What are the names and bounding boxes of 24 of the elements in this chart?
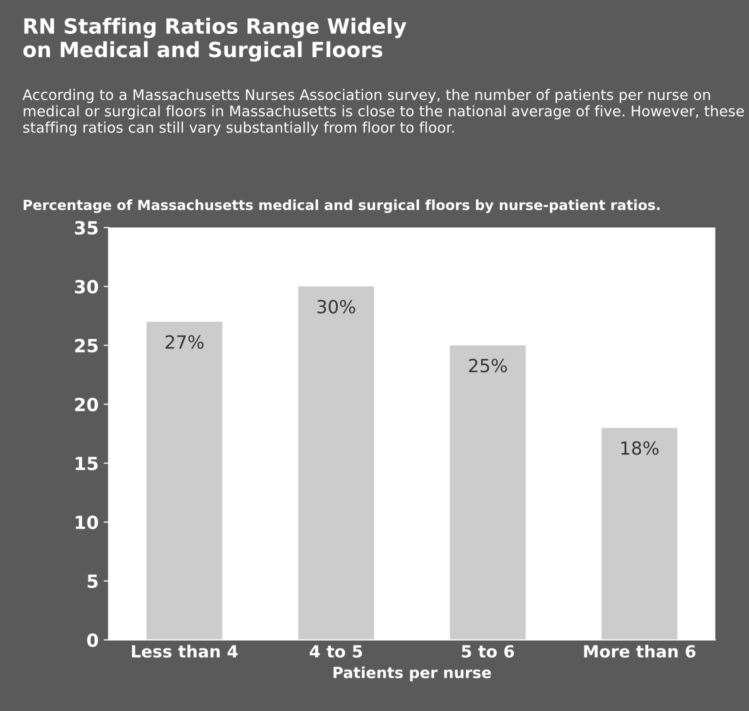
- x-tick-label: 4 to 5: [310, 645, 362, 658]
- bar: [298, 286, 374, 640]
- bar: [146, 322, 222, 640]
- y-tick-label: 35: [74, 220, 98, 235]
- x-axis-title: Patients per nurse: [334, 666, 491, 682]
- text: Percentage of Massachusetts medical and surgical floors by nurse-patient ratios.: [24, 199, 660, 213]
- bar: [602, 428, 678, 640]
- y-tick-label: 30: [74, 280, 98, 294]
- y-tick-label: 5: [88, 574, 98, 588]
- x-tick-label: More than 6: [584, 644, 696, 658]
- y-tick-label: 25: [75, 338, 98, 352]
- chart-subtitle: According to a Massachusetts Nurses Association survey, the number of patients per nurse on medical or surgical floors in Massachusetts is close to the national average of five. However, these staffing ratios can still vary substantially from floor to floor.: [22, 88, 744, 136]
- data-label: 27%: [166, 335, 204, 349]
- data-label: 18%: [621, 441, 659, 455]
- y-tick-label: 20: [75, 398, 98, 412]
- y-tick-label: 15: [76, 456, 98, 470]
- chart-title: RN Staffing Ratios Range Widely on Medical and Surgical Floors: [23, 18, 406, 62]
- y-tick-label: 0: [87, 633, 98, 648]
- x-tick-label: 5 to 6: [462, 645, 514, 658]
- bar: [450, 345, 526, 640]
- y-tick-label: 10: [76, 516, 98, 530]
- x-tick-label: Less than 4: [132, 644, 238, 658]
- data-label: 30%: [317, 300, 356, 314]
- data-label: 25%: [469, 358, 507, 372]
